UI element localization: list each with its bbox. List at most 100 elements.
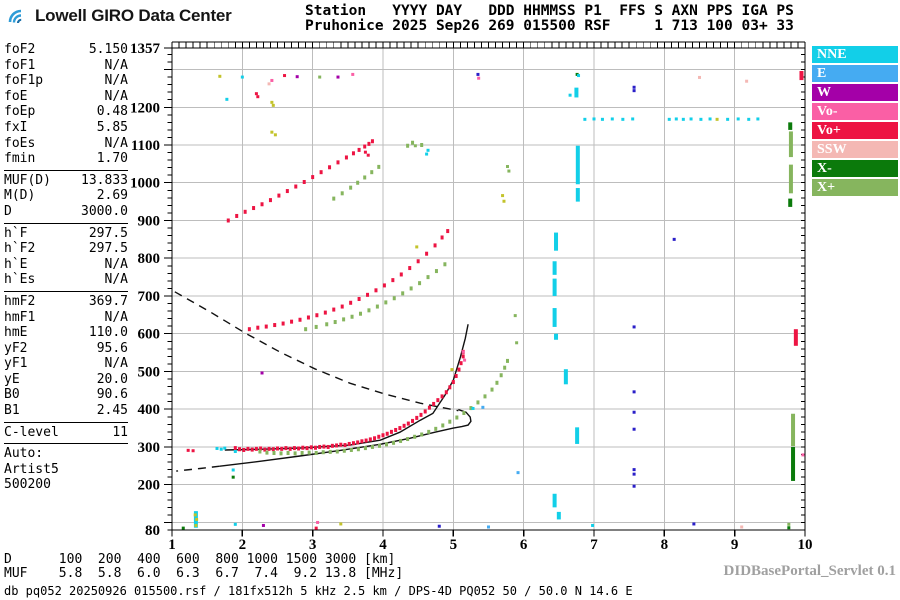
echo-streak <box>574 87 579 98</box>
parameter-label: hmE <box>4 325 28 341</box>
noise-dot <box>231 468 235 472</box>
noise-dot <box>692 522 696 526</box>
echo-streak <box>788 198 793 207</box>
parameter-label: foEs <box>4 135 36 151</box>
parameter-label: yF1 <box>4 356 28 372</box>
transmission-curve-dashed <box>174 291 459 412</box>
echo-point <box>336 160 340 165</box>
echo-point <box>427 405 431 410</box>
echo-streak <box>788 122 793 130</box>
echo-point <box>409 286 413 291</box>
echo-point <box>226 218 230 223</box>
echo-point <box>462 410 466 415</box>
parameter-row-fof2: foF2 5.150 <box>4 42 128 58</box>
echo-streak <box>554 232 559 251</box>
echo-point <box>440 394 444 399</box>
echo-point <box>356 447 360 452</box>
echo-point <box>381 433 385 438</box>
noise-dot <box>672 237 676 241</box>
parameter-label: M(D) <box>4 188 36 204</box>
parameter-row-foes: foEs N/A <box>4 136 128 152</box>
noise-dot <box>415 245 419 249</box>
echo-point <box>294 184 298 189</box>
noise-dot <box>186 448 190 452</box>
echo-point <box>358 311 362 316</box>
noise-dot <box>632 85 636 89</box>
noise-dot <box>219 447 223 451</box>
echo-streak <box>552 261 557 275</box>
x-axis-tick-label: 3 <box>309 537 317 553</box>
echo-point <box>363 144 367 149</box>
noise-dot <box>260 371 264 375</box>
parameter-row-d: D 3000.0 <box>4 204 128 220</box>
echo-point <box>326 444 330 449</box>
parameter-row-hmf2: hmF2 369.7 <box>4 294 128 310</box>
parameter-value: N/A <box>104 57 128 73</box>
parameter-value: N/A <box>104 356 128 372</box>
noise-dot <box>610 117 614 121</box>
noise-dot <box>674 117 678 121</box>
noise-dot <box>787 526 791 530</box>
parameter-row-hes: h`Es N/A <box>4 272 128 288</box>
muf-table: D 100 200 400 600 800 1000 1500 3000 [km… <box>4 553 403 581</box>
echo-point <box>342 448 346 453</box>
x-axis-tick-label: 2 <box>239 537 247 553</box>
echo-point <box>364 438 368 443</box>
echo-point <box>408 266 412 271</box>
noise-dot <box>631 117 635 121</box>
echo-point <box>332 196 336 201</box>
parameter-group: C-level 11 <box>4 423 128 445</box>
parameter-value: 90.6 <box>96 387 128 403</box>
echo-point <box>448 419 452 424</box>
echo-streak <box>799 71 804 81</box>
echo-point <box>476 400 480 405</box>
parameter-group: hmF2 369.7 hmF1 N/A hmE 110.0 yF2 95.6 yF1 N/A yE 2… <box>4 292 128 423</box>
noise-dot <box>632 484 636 488</box>
parameter-value: N/A <box>104 73 128 89</box>
parameter-label: hmF1 <box>4 309 36 325</box>
parameter-row-hme: hmE 110.0 <box>4 325 128 341</box>
legend-item-w: W <box>812 84 898 101</box>
echo-point <box>328 165 332 170</box>
echo-point <box>377 443 381 448</box>
noise-dot <box>270 78 274 82</box>
echo-streak <box>552 308 557 327</box>
echo-point <box>406 437 410 442</box>
echo-point <box>340 191 344 196</box>
echo-point <box>505 358 509 363</box>
servlet-version: DIDBasePortal_Servlet 0.1 <box>723 563 896 579</box>
echo-point <box>335 449 339 454</box>
muf-table-muf-row: MUF 5.8 5.8 6.0 6.3 6.7 7.4 9.2 13.8 [MH… <box>4 566 404 581</box>
echo-point <box>281 321 285 326</box>
noise-dot <box>476 72 480 76</box>
echo-point <box>330 443 334 448</box>
parameter-row-yf1: yF1 N/A <box>4 356 128 372</box>
echo-point <box>411 140 415 145</box>
noise-dot <box>194 523 198 527</box>
echo-point <box>276 446 279 451</box>
y-axis-tick-label: 700 <box>138 289 161 305</box>
parameter-value: 5.150 <box>88 42 128 57</box>
noise-dot <box>231 475 235 479</box>
parameter-row-fof1p: foF1p N/A <box>4 73 128 89</box>
echo-point <box>298 317 302 322</box>
echo-streak <box>791 446 796 481</box>
noise-dot <box>318 75 322 79</box>
echo-point <box>363 175 367 180</box>
station-header-line1: Station YYYY DAY DDD HHMMSS P1 FFS S AXN… <box>305 3 794 19</box>
noise-dot <box>501 194 505 198</box>
noise-dot <box>283 74 287 78</box>
echo-point <box>256 325 260 330</box>
noise-dot <box>363 150 367 154</box>
echo-point <box>319 170 323 175</box>
parameter-label: foE <box>4 88 28 104</box>
echo-point <box>441 423 445 428</box>
echo-streak <box>788 131 793 158</box>
echo-point <box>374 288 378 293</box>
echo-point <box>432 401 436 406</box>
y-axis-tick-label: 1100 <box>131 138 160 154</box>
echo-point <box>385 442 389 447</box>
footer-info: db pq052 20250926 015500.rsf / 181fx512h… <box>4 584 633 598</box>
echo-streak <box>556 511 561 520</box>
noise-dot <box>592 117 596 121</box>
